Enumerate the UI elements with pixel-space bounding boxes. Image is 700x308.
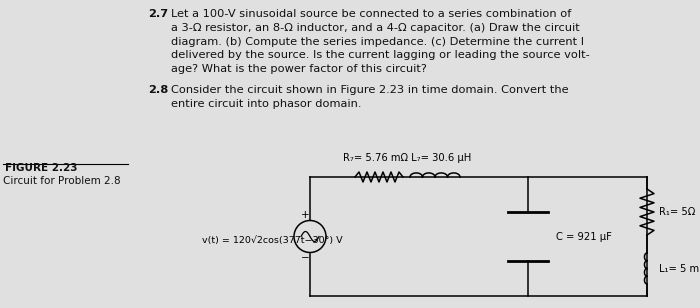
Text: a 3-Ω resistor, an 8-Ω inductor, and a 4-Ω capacitor. (a) Draw the circuit: a 3-Ω resistor, an 8-Ω inductor, and a 4… xyxy=(171,23,580,33)
Text: Let a 100-V sinusoidal source be connected to a series combination of: Let a 100-V sinusoidal source be connect… xyxy=(171,9,571,19)
Text: +: + xyxy=(301,209,309,220)
Text: R₁= 5Ω: R₁= 5Ω xyxy=(659,207,695,217)
Text: 2.8: 2.8 xyxy=(148,85,168,95)
Text: Circuit for Problem 2.8: Circuit for Problem 2.8 xyxy=(3,176,120,186)
Text: age? What is the power factor of this circuit?: age? What is the power factor of this ci… xyxy=(171,64,427,74)
Text: diagram. (b) Compute the series impedance. (c) Determine the current I: diagram. (b) Compute the series impedanc… xyxy=(171,37,584,47)
Text: FIGURE 2.23: FIGURE 2.23 xyxy=(5,163,78,173)
Text: R₇= 5.76 mΩ L₇= 30.6 μH: R₇= 5.76 mΩ L₇= 30.6 μH xyxy=(344,153,472,163)
Text: −: − xyxy=(300,253,309,264)
Text: Consider the circuit shown in Figure 2.23 in time domain. Convert the: Consider the circuit shown in Figure 2.2… xyxy=(171,85,568,95)
Text: L₁= 5 mH: L₁= 5 mH xyxy=(659,264,700,274)
Text: 2.7: 2.7 xyxy=(148,9,168,19)
Text: C = 921 μF: C = 921 μF xyxy=(556,232,612,241)
Text: v(t) = 120√2cos(377t−30°) V: v(t) = 120√2cos(377t−30°) V xyxy=(202,236,342,245)
Text: entire circuit into phasor domain.: entire circuit into phasor domain. xyxy=(171,99,361,109)
Text: delivered by the source. Is the current lagging or leading the source volt-: delivered by the source. Is the current … xyxy=(171,51,589,60)
